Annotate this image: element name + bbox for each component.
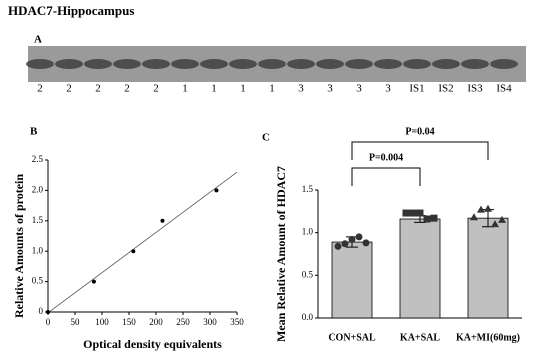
bar: [399, 218, 441, 319]
blot-band: [461, 59, 489, 69]
x-tick-label: 300: [203, 317, 217, 327]
lane-label: IS2: [438, 83, 453, 95]
blot-bands: [26, 59, 518, 69]
y-tick-label: 1.0: [302, 227, 314, 237]
blot-band: [345, 59, 373, 69]
lane-label: 2: [124, 83, 130, 95]
point: [334, 242, 342, 250]
point: [402, 209, 410, 217]
point: [131, 249, 136, 254]
blot-band: [403, 59, 431, 69]
y-tick-label: 0: [39, 306, 44, 316]
x-tick-label: 200: [149, 317, 163, 327]
y-axis-label: Mean Relative Amount of HDAC7: [274, 166, 288, 342]
x-tick-label: 0: [46, 317, 51, 327]
blot-band: [432, 59, 460, 69]
significance-bracket: [351, 141, 489, 160]
blot-band: [374, 59, 402, 69]
blot-band: [84, 59, 112, 69]
x-tick-label: 350: [230, 317, 244, 327]
lane-label: 1: [240, 83, 246, 95]
x-tick-label: 150: [122, 317, 136, 327]
y-tick-label: 0.0: [302, 312, 314, 322]
point: [355, 233, 363, 241]
point: [470, 213, 478, 221]
point: [341, 240, 349, 248]
lane-label: 2: [153, 83, 159, 95]
panel-label: A: [34, 34, 42, 46]
blot-band: [171, 59, 199, 69]
x-axis-label: Optical density equivalents: [83, 337, 222, 351]
point: [423, 215, 431, 223]
y-tick-label: 2.5: [32, 154, 44, 164]
x-tick-label: CON+SAL: [328, 332, 376, 343]
blot-band: [229, 59, 257, 69]
point: [477, 205, 485, 213]
y-axis-label: Relative Amounts of protein: [12, 174, 26, 318]
bar: [331, 241, 373, 319]
blot-band: [142, 59, 170, 69]
lane-label: 3: [356, 83, 362, 95]
x-tick-label: 250: [176, 317, 190, 327]
point: [348, 235, 356, 243]
lane-label: 3: [298, 83, 304, 95]
bar: [467, 217, 509, 319]
lane-label: IS4: [496, 83, 512, 95]
lane-label: 1: [182, 83, 188, 95]
significance-bracket: [351, 167, 421, 186]
point: [430, 214, 438, 222]
x-tick-label: KA+SAL: [400, 332, 440, 343]
blot-band: [490, 59, 518, 69]
blot-band: [113, 59, 141, 69]
blot-band: [316, 59, 344, 69]
blot-band: [258, 59, 286, 69]
y-tick-label: 2.0: [32, 184, 44, 194]
blot-band: [26, 59, 54, 69]
point: [498, 215, 506, 223]
point: [46, 310, 50, 314]
x-tick-label: 50: [71, 317, 81, 327]
lane-label: IS3: [467, 83, 483, 95]
lane-label: IS1: [409, 83, 424, 95]
lane-label: 3: [327, 83, 333, 95]
lane-label: 2: [66, 83, 72, 95]
lane-label: 1: [211, 83, 217, 95]
annotation: P=0.004: [369, 152, 403, 163]
x-tick-label: 100: [95, 317, 109, 327]
y-tick-label: 0.5: [302, 269, 314, 279]
y-tick-label: 0.5: [32, 276, 44, 286]
fit-line: [47, 171, 238, 314]
point: [214, 188, 219, 193]
panel-label: B: [30, 126, 38, 138]
point: [362, 239, 370, 247]
lane-label: 2: [95, 83, 101, 95]
lane-label: 3: [385, 83, 391, 95]
point: [409, 209, 417, 217]
annotation: P=0.04: [405, 126, 434, 137]
lane-label: 2: [37, 83, 43, 95]
figure-title: HDAC7-Hippocampus: [8, 3, 134, 18]
y-tick-label: 1.5: [32, 215, 44, 225]
point: [484, 204, 492, 212]
point: [91, 279, 96, 284]
point: [416, 209, 424, 217]
blot-band: [287, 59, 315, 69]
y-tick-label: 1.5: [302, 184, 314, 194]
lane-label: 1: [269, 83, 275, 95]
blot-band: [200, 59, 228, 69]
y-tick-label: 1.0: [32, 245, 44, 255]
x-tick-label: KA+MI(60mg): [456, 332, 520, 343]
point: [491, 220, 499, 228]
point: [160, 218, 165, 223]
panel-label: C: [262, 132, 270, 144]
blot-band: [55, 59, 83, 69]
